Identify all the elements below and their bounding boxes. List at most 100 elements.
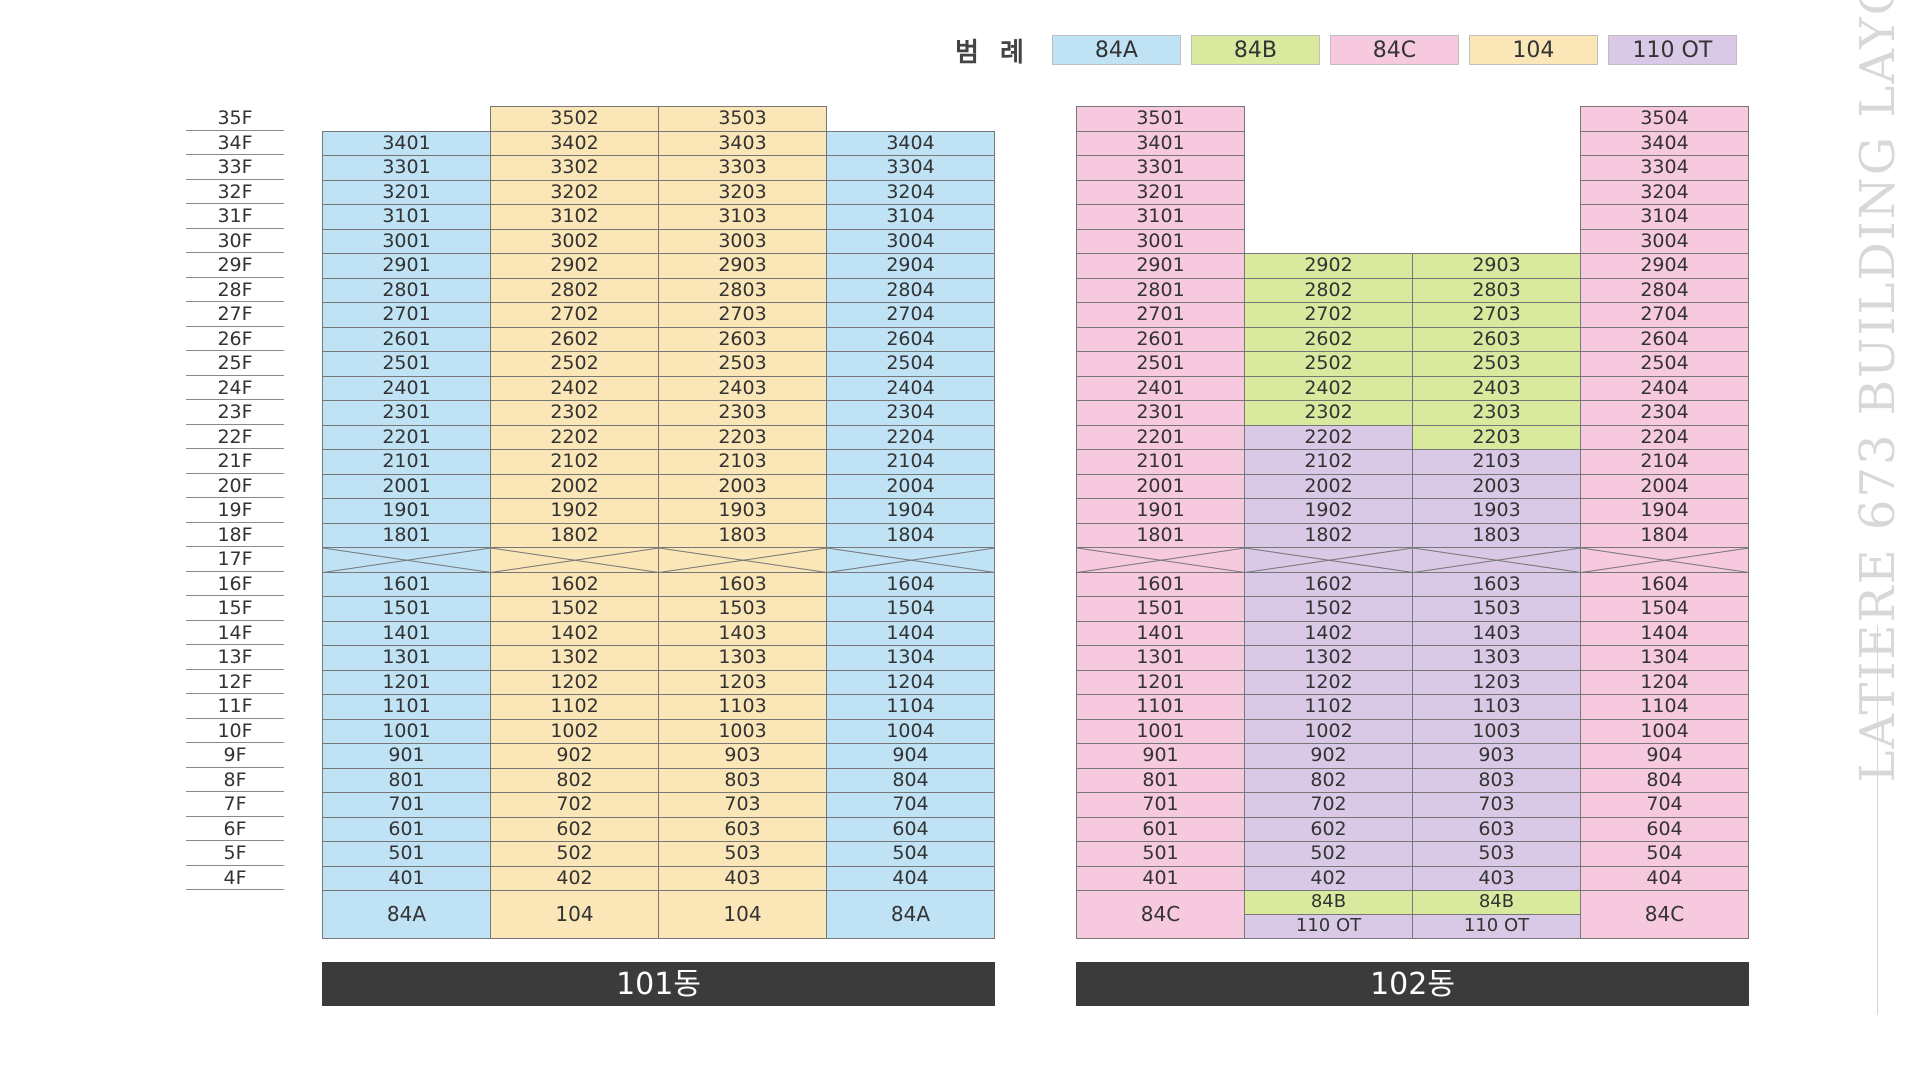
unit-cell: 1401 xyxy=(322,620,491,646)
unit-cell: 2601 xyxy=(1076,326,1245,352)
floor-label: 24F xyxy=(186,376,284,400)
unit-cell: 1604 xyxy=(1580,571,1749,597)
unit-cell: 2204 xyxy=(826,424,995,450)
unit-cell: 3202 xyxy=(490,179,659,205)
unit-cell: 2003 xyxy=(1412,473,1581,499)
unit-cell: 2302 xyxy=(1244,400,1413,426)
unit-cell: 501 xyxy=(1076,841,1245,867)
floor-label: 9F xyxy=(186,743,284,768)
floor-label: 18F xyxy=(186,523,284,547)
unit-cell: 403 xyxy=(1412,865,1581,891)
unit-cell: 1402 xyxy=(490,620,659,646)
floor-label: 11F xyxy=(186,694,284,719)
unit-cell: 1103 xyxy=(1412,694,1581,720)
unit-cell: 2002 xyxy=(490,473,659,499)
unit-cell: 1101 xyxy=(322,694,491,720)
floor-label: 25F xyxy=(186,351,284,376)
unit-cell: 901 xyxy=(322,743,491,769)
watermark: LATIERE 673 BUILDING LAYOUT xyxy=(1843,0,1913,782)
unit-cell: 3004 xyxy=(1580,228,1749,254)
floor-label: 4F xyxy=(186,866,284,890)
unit-cell: 502 xyxy=(490,841,659,867)
unit-cell: 1901 xyxy=(1076,498,1245,524)
building-101: 3401 3301 3201 3101 3001 2901 2801 2701 2601 2501… xyxy=(322,106,995,940)
unit-cell: 1503 xyxy=(1412,596,1581,622)
unit-cell: 2402 xyxy=(1244,375,1413,401)
unit-cell: 2403 xyxy=(658,375,827,401)
unit-cell: 3304 xyxy=(1580,155,1749,181)
unit-cell: 1402 xyxy=(1244,620,1413,646)
floor-label: 29F xyxy=(186,253,284,278)
skipped-floor-cell xyxy=(1412,547,1581,573)
unit-cell: 3101 xyxy=(1076,204,1245,230)
unit-cell: 2204 xyxy=(1580,424,1749,450)
watermark-text: LATIERE 673 BUILDING LAYOUT xyxy=(1850,0,1906,783)
building-101-name-bar: 101동 xyxy=(322,962,995,1006)
unit-cell: 601 xyxy=(322,816,491,842)
unit-cell: 1101 xyxy=(1076,694,1245,720)
unit-cell: 502 xyxy=(1244,841,1413,867)
unit-cell: 1304 xyxy=(1580,645,1749,671)
skipped-floor-cell xyxy=(658,547,827,573)
unit-cell: 2201 xyxy=(1076,424,1245,450)
unit-cell: 903 xyxy=(1412,743,1581,769)
unit-cell: 801 xyxy=(322,767,491,793)
unit-cell: 3201 xyxy=(322,179,491,205)
unit-cell: 2301 xyxy=(322,400,491,426)
unit-cell: 2203 xyxy=(658,424,827,450)
unit-cell: 1201 xyxy=(322,669,491,695)
skipped-floor-cell xyxy=(1244,547,1413,573)
unit-cell: 2504 xyxy=(826,351,995,377)
unit-cell: 2503 xyxy=(658,351,827,377)
unit-cell: 503 xyxy=(1412,841,1581,867)
unit-cell: 2503 xyxy=(1412,351,1581,377)
unit-cell: 2701 xyxy=(322,302,491,328)
unit-cell: 1003 xyxy=(658,718,827,744)
floor-label: 8F xyxy=(186,768,284,792)
unit-cell: 1401 xyxy=(1076,620,1245,646)
unit-cell: 2901 xyxy=(322,253,491,279)
unit-cell: 2803 xyxy=(1412,277,1581,303)
legend-item-84b: 84B xyxy=(1190,35,1320,65)
unit-cell: 2404 xyxy=(826,375,995,401)
unit-cell: 1404 xyxy=(1580,620,1749,646)
building-102-name-bar: 102동 xyxy=(1076,962,1749,1006)
unit-cell: 2302 xyxy=(490,400,659,426)
unit-cell: 2103 xyxy=(1412,449,1581,475)
unit-cell: 804 xyxy=(1580,767,1749,793)
unit-cell: 1501 xyxy=(322,596,491,622)
unit-cell: 1201 xyxy=(1076,669,1245,695)
unit-cell: 1301 xyxy=(322,645,491,671)
unit-cell: 1302 xyxy=(490,645,659,671)
unit-cell: 704 xyxy=(826,792,995,818)
unit-cell: 1104 xyxy=(1580,694,1749,720)
unit-type-label: 110 OT xyxy=(1412,914,1581,939)
unit-cell: 2002 xyxy=(1244,473,1413,499)
floor-label: 35F xyxy=(186,106,284,131)
unit-cell: 2303 xyxy=(658,400,827,426)
unit-cell: 701 xyxy=(322,792,491,818)
legend-label: 84B xyxy=(1233,37,1277,63)
unit-cell: 2304 xyxy=(1580,400,1749,426)
unit-cell: 2303 xyxy=(1412,400,1581,426)
floor-label: 13F xyxy=(186,645,284,670)
legend-title: 범 례 xyxy=(955,37,1030,68)
unit-cell: 1804 xyxy=(826,522,995,548)
unit-cell: 902 xyxy=(1244,743,1413,769)
unit-cell: 3104 xyxy=(1580,204,1749,230)
unit-cell: 3403 xyxy=(658,130,827,156)
skipped-floor-cell xyxy=(826,547,995,573)
unit-cell: 3203 xyxy=(658,179,827,205)
unit-cell: 901 xyxy=(1076,743,1245,769)
building-102-name: 102동 xyxy=(1370,967,1455,1002)
unit-cell: 1403 xyxy=(1412,620,1581,646)
unit-cell: 2903 xyxy=(658,253,827,279)
unit-cell: 3201 xyxy=(1076,179,1245,205)
unit-cell: 501 xyxy=(322,841,491,867)
unit-cell: 701 xyxy=(1076,792,1245,818)
unit-cell: 3102 xyxy=(490,204,659,230)
floor-label: 21F xyxy=(186,449,284,474)
unit-cell: 2802 xyxy=(1244,277,1413,303)
unit-cell: 2004 xyxy=(826,473,995,499)
unit-cell: 1304 xyxy=(826,645,995,671)
